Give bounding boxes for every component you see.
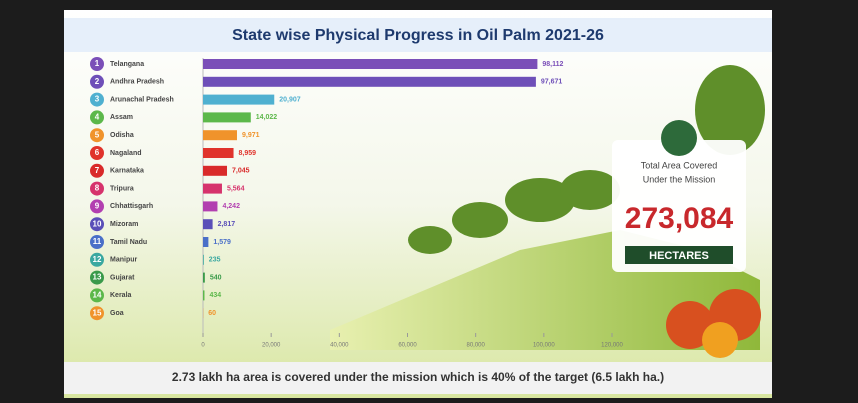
bar xyxy=(203,254,204,265)
bar xyxy=(203,130,237,141)
rank-badge xyxy=(90,181,104,196)
value-label: 20,907 xyxy=(279,96,301,103)
rank-number: 8 xyxy=(95,184,100,193)
value-label: 60 xyxy=(208,310,216,317)
bar xyxy=(203,94,275,105)
panel-caption: Under the Mission xyxy=(643,174,716,184)
rank-number: 4 xyxy=(95,113,100,122)
rank-badge xyxy=(90,306,104,321)
panel-total: 273,084 xyxy=(625,202,734,235)
category-label: Arunachal Pradesh xyxy=(110,96,174,103)
rank-badge xyxy=(90,252,104,267)
footer-text: 2.73 lakh ha area is covered under the m… xyxy=(172,370,664,384)
category-label: Andhra Pradesh xyxy=(110,79,164,86)
panel-unit: HECTARES xyxy=(649,250,709,262)
unit-band xyxy=(625,246,733,264)
category-label: Goa xyxy=(110,310,124,317)
value-label: 14,022 xyxy=(256,114,278,121)
rank-number: 14 xyxy=(93,291,102,300)
x-tick-label: 20,000 xyxy=(262,343,281,349)
value-label: 8,959 xyxy=(239,150,257,157)
panel-caption: Total Area Covered xyxy=(641,160,718,170)
value-label: 5,564 xyxy=(227,185,245,192)
total-panel xyxy=(612,140,746,272)
value-label: 9,971 xyxy=(242,132,260,139)
rank-number: 2 xyxy=(95,77,100,86)
category-label: Gujarat xyxy=(110,274,135,281)
bar xyxy=(203,183,222,194)
rank-number: 13 xyxy=(93,273,102,282)
footer-band xyxy=(64,362,772,394)
bar xyxy=(203,219,213,230)
rank-number: 3 xyxy=(95,95,100,104)
rank-number: 12 xyxy=(93,255,102,264)
bar xyxy=(203,290,205,301)
rank-badge xyxy=(90,199,104,214)
category-label: Kerala xyxy=(110,292,132,299)
value-label: 1,579 xyxy=(213,239,231,246)
rank-badge xyxy=(90,163,104,178)
chart-title: State wise Physical Progress in Oil Palm… xyxy=(232,27,604,44)
rank-badge xyxy=(90,110,104,125)
fruits xyxy=(666,289,761,358)
palm-trees xyxy=(408,65,765,254)
category-label: Mizoram xyxy=(110,221,138,228)
rank-badge xyxy=(90,270,104,285)
value-label: 540 xyxy=(210,274,222,281)
x-tick-label: 40,000 xyxy=(330,343,349,349)
category-label: Chhattisgarh xyxy=(110,203,153,210)
bar xyxy=(203,201,218,212)
x-tick-label: 60,000 xyxy=(398,343,417,349)
bar xyxy=(203,59,538,69)
title-band xyxy=(64,18,772,52)
rank-number: 1 xyxy=(95,59,100,68)
value-label: 2,817 xyxy=(218,221,236,228)
rank-number: 7 xyxy=(95,166,100,175)
x-tick-label: 100,000 xyxy=(533,343,555,349)
category-label: Nagaland xyxy=(110,150,142,157)
category-label: Manipur xyxy=(110,257,137,264)
bar xyxy=(203,112,251,123)
rank-badge xyxy=(90,217,104,232)
value-label: 97,671 xyxy=(541,79,563,86)
category-label: Tripura xyxy=(110,185,134,192)
rank-number: 11 xyxy=(93,237,102,246)
category-label: Telangana xyxy=(110,61,144,68)
panel-icon xyxy=(661,120,697,156)
rank-badge xyxy=(90,128,104,143)
rank-number: 5 xyxy=(95,130,100,139)
rank-badge xyxy=(90,146,104,160)
value-label: 7,045 xyxy=(232,168,250,175)
rank-badge xyxy=(90,288,104,303)
x-tick-label: 80,000 xyxy=(466,343,485,349)
bar xyxy=(203,272,205,283)
rank-number: 6 xyxy=(95,148,100,157)
value-label: 235 xyxy=(209,257,221,264)
value-label: 4,242 xyxy=(222,203,240,210)
category-label: Assam xyxy=(110,114,133,121)
x-tick-label: 120,000 xyxy=(601,343,623,349)
x-tick-label: 0 xyxy=(201,343,205,349)
value-label: 98,112 xyxy=(542,61,563,68)
bar xyxy=(203,165,228,176)
bar xyxy=(203,148,234,158)
category-label: Tamil Nadu xyxy=(110,239,147,246)
rank-badge xyxy=(90,74,104,89)
bar xyxy=(203,76,536,87)
rank-number: 9 xyxy=(95,202,100,211)
category-label: Karnataka xyxy=(110,168,144,175)
rank-number: 15 xyxy=(93,308,102,317)
rank-badge xyxy=(90,92,104,107)
category-label: Odisha xyxy=(110,132,134,139)
value-label: 434 xyxy=(209,292,221,299)
rank-badge xyxy=(90,57,104,71)
rank-number: 10 xyxy=(93,219,102,228)
bar xyxy=(203,237,209,247)
rank-badge xyxy=(90,235,104,249)
